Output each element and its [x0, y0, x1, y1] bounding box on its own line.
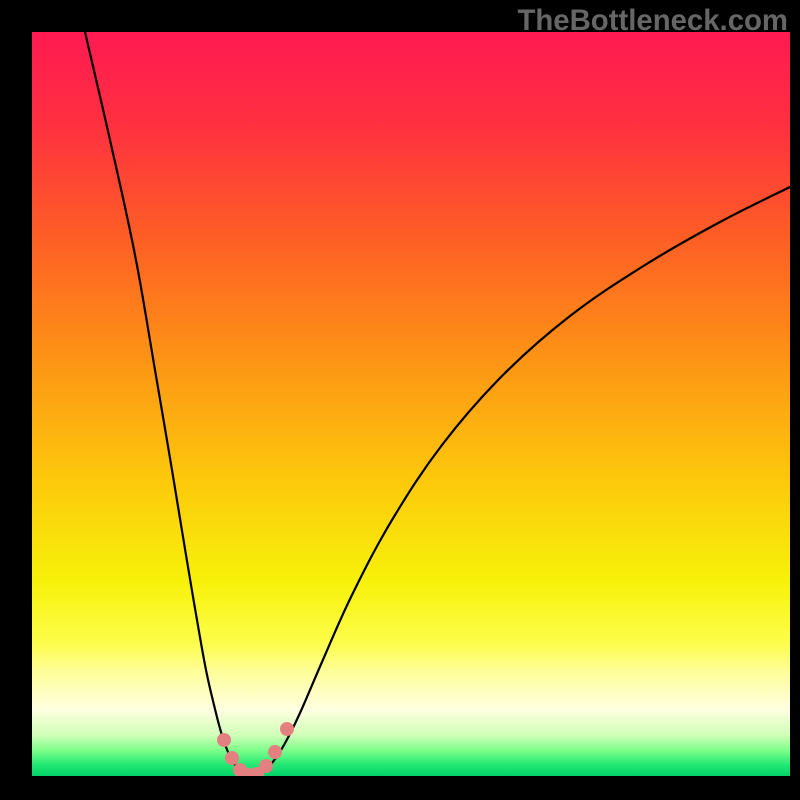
- frame-border-left: [0, 0, 32, 800]
- curve-marker: [259, 759, 273, 773]
- plot-background: [32, 32, 790, 776]
- frame-border-bottom: [0, 776, 800, 800]
- watermark-text: TheBottleneck.com: [517, 4, 788, 38]
- curve-marker: [280, 722, 294, 736]
- frame-border-right: [790, 0, 800, 800]
- bottleneck-chart: [0, 0, 800, 800]
- curve-marker: [268, 745, 282, 759]
- curve-marker: [225, 751, 239, 765]
- curve-marker: [217, 733, 231, 747]
